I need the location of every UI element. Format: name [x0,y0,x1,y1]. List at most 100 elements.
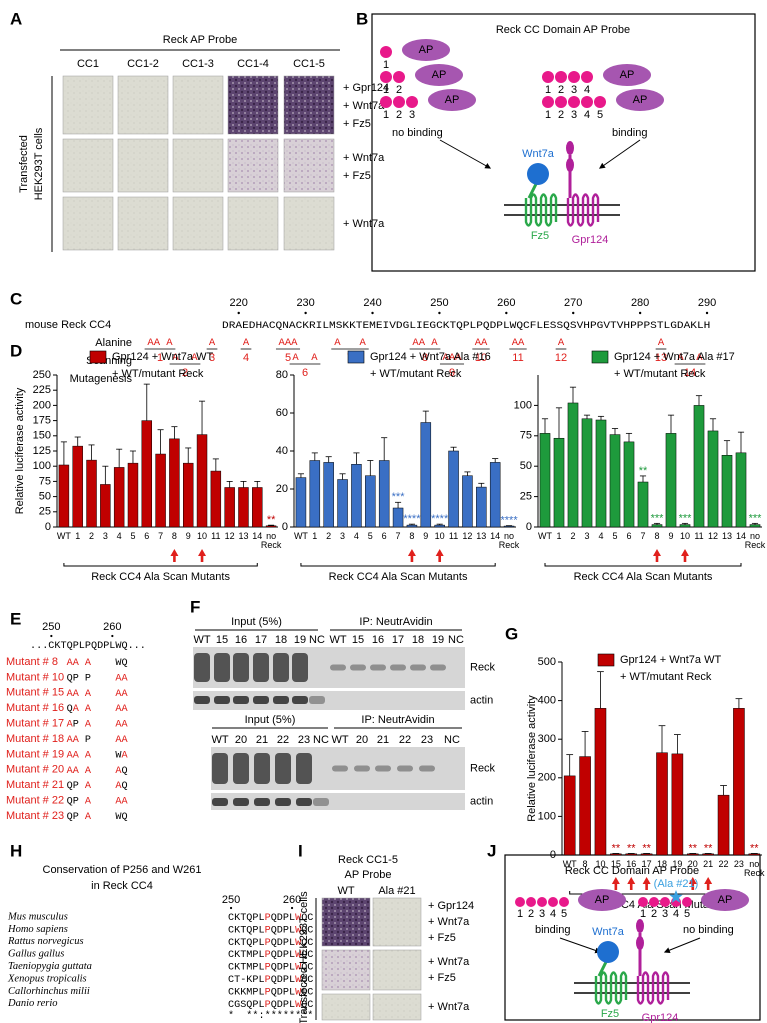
binding-label: binding [612,127,647,139]
char: M [246,986,252,998]
ap-label: AP [445,94,460,106]
char: W [295,924,302,936]
residue-number: 260 [497,297,515,309]
y-tick-label: 250 [33,369,51,381]
row-label: + Gpr124 [343,82,389,94]
char: A [85,657,92,669]
char: P [265,961,271,973]
char: A [85,780,92,792]
domain-label: 4 [550,908,556,920]
band [410,664,426,671]
panel-letter: C [10,289,22,308]
panel-title: Reck CC1-5 [338,854,398,866]
char: A [85,765,92,777]
char: P [265,974,271,986]
x-tick-label: 4 [598,532,604,541]
sequence: ...CKTQPLPQDPLWQ... [30,640,146,652]
char: D [277,924,283,936]
band [214,653,230,682]
panel-letter: H [10,841,22,860]
char: Q [301,974,307,986]
x-tick-label: 6 [144,532,150,541]
y-tick-label: 20 [276,483,288,495]
char: K [234,961,241,973]
row-label: + Wnt7a [428,956,470,968]
domain-label: 3 [662,908,668,920]
x-tick-label-box: 3 [584,532,589,541]
char: D [277,974,283,986]
mutant-residues: QP A [67,795,92,807]
x-tick-label-box: 20 [688,860,698,869]
mutant-name: Mutant # 20 [6,764,64,776]
char: P [73,718,79,730]
char: A [67,718,74,730]
x-tick-label-box: WT [538,532,552,541]
category-bracket [63,563,258,567]
legend-note: + WT/mutant Reck [370,368,462,380]
residue-dot [237,311,240,315]
char: A [115,688,122,700]
band [332,765,348,772]
mutant-residues: QP A [67,811,92,823]
x-tick-label-box: 15 [611,860,621,869]
column-label: CC1-2 [127,58,159,70]
sequence: DRAEDHACQNACKRILMSKKTEMEIVDGLIEGCKTQPLPQ… [222,320,710,332]
x-tick-label-box: 3 [340,532,345,541]
band-label: Reck [470,762,496,774]
char: P [283,949,289,961]
x-tick-label-box: no Reck [499,532,520,550]
domain-label: 1 [545,84,551,96]
char: A [122,672,129,684]
band [370,664,386,671]
band [419,765,435,772]
bar [309,460,321,528]
char: P [265,912,271,924]
panel-letter: F [190,597,200,616]
char: L [289,924,295,936]
domain [537,897,547,907]
bar [196,434,208,528]
x-tick-label-box: no Reck [744,860,765,878]
micrograph [62,196,114,251]
char: A [73,765,80,777]
char: Q [246,999,252,1011]
significance: *** [651,512,665,524]
mutant-number: 3 [209,352,215,364]
domain [548,897,558,907]
panel-title: in Reck CC4 [91,880,153,892]
residue-number: 230 [296,297,314,309]
domain-label: 3 [539,908,545,920]
residue-dot [638,311,642,315]
mutant-residues: QP A [67,780,92,792]
char: W [295,937,302,949]
y-tick-label: 100 [538,810,556,822]
micrograph [62,75,114,135]
char: L [259,912,265,924]
ap-tag [603,64,651,86]
residue-dot [438,311,441,315]
mutant-number: 4 [243,352,249,364]
char: W [295,999,302,1011]
alanine-mutant: A A [334,337,366,349]
lane-label: 21 [256,734,268,746]
mutant-name: Mutant # 10 [6,671,64,683]
x-axis-label: Reck CC4 Ala Scan Mutants [329,571,468,583]
bar [392,507,404,528]
x-tick-label: 9 [668,532,674,541]
x-tick-label-box: no Reck [261,532,282,550]
x-tick-label-box: 12 [708,532,718,541]
mutant-residues: AA [115,672,128,684]
band [194,696,210,704]
char: P [283,974,289,986]
x-tick-label-box: 18 [657,860,667,869]
char: Q [271,912,277,924]
receptor [524,193,558,227]
char: Q [301,912,307,924]
bar [651,524,663,528]
sequence-label: mouse Reck CC4 [25,319,111,331]
char: P [265,937,271,949]
significance: ** [642,842,651,854]
x-tick-label-box: 11 [211,532,220,541]
micrograph [372,897,422,947]
species-sequence: CGSQPLPQDPLWQC [228,999,313,1011]
